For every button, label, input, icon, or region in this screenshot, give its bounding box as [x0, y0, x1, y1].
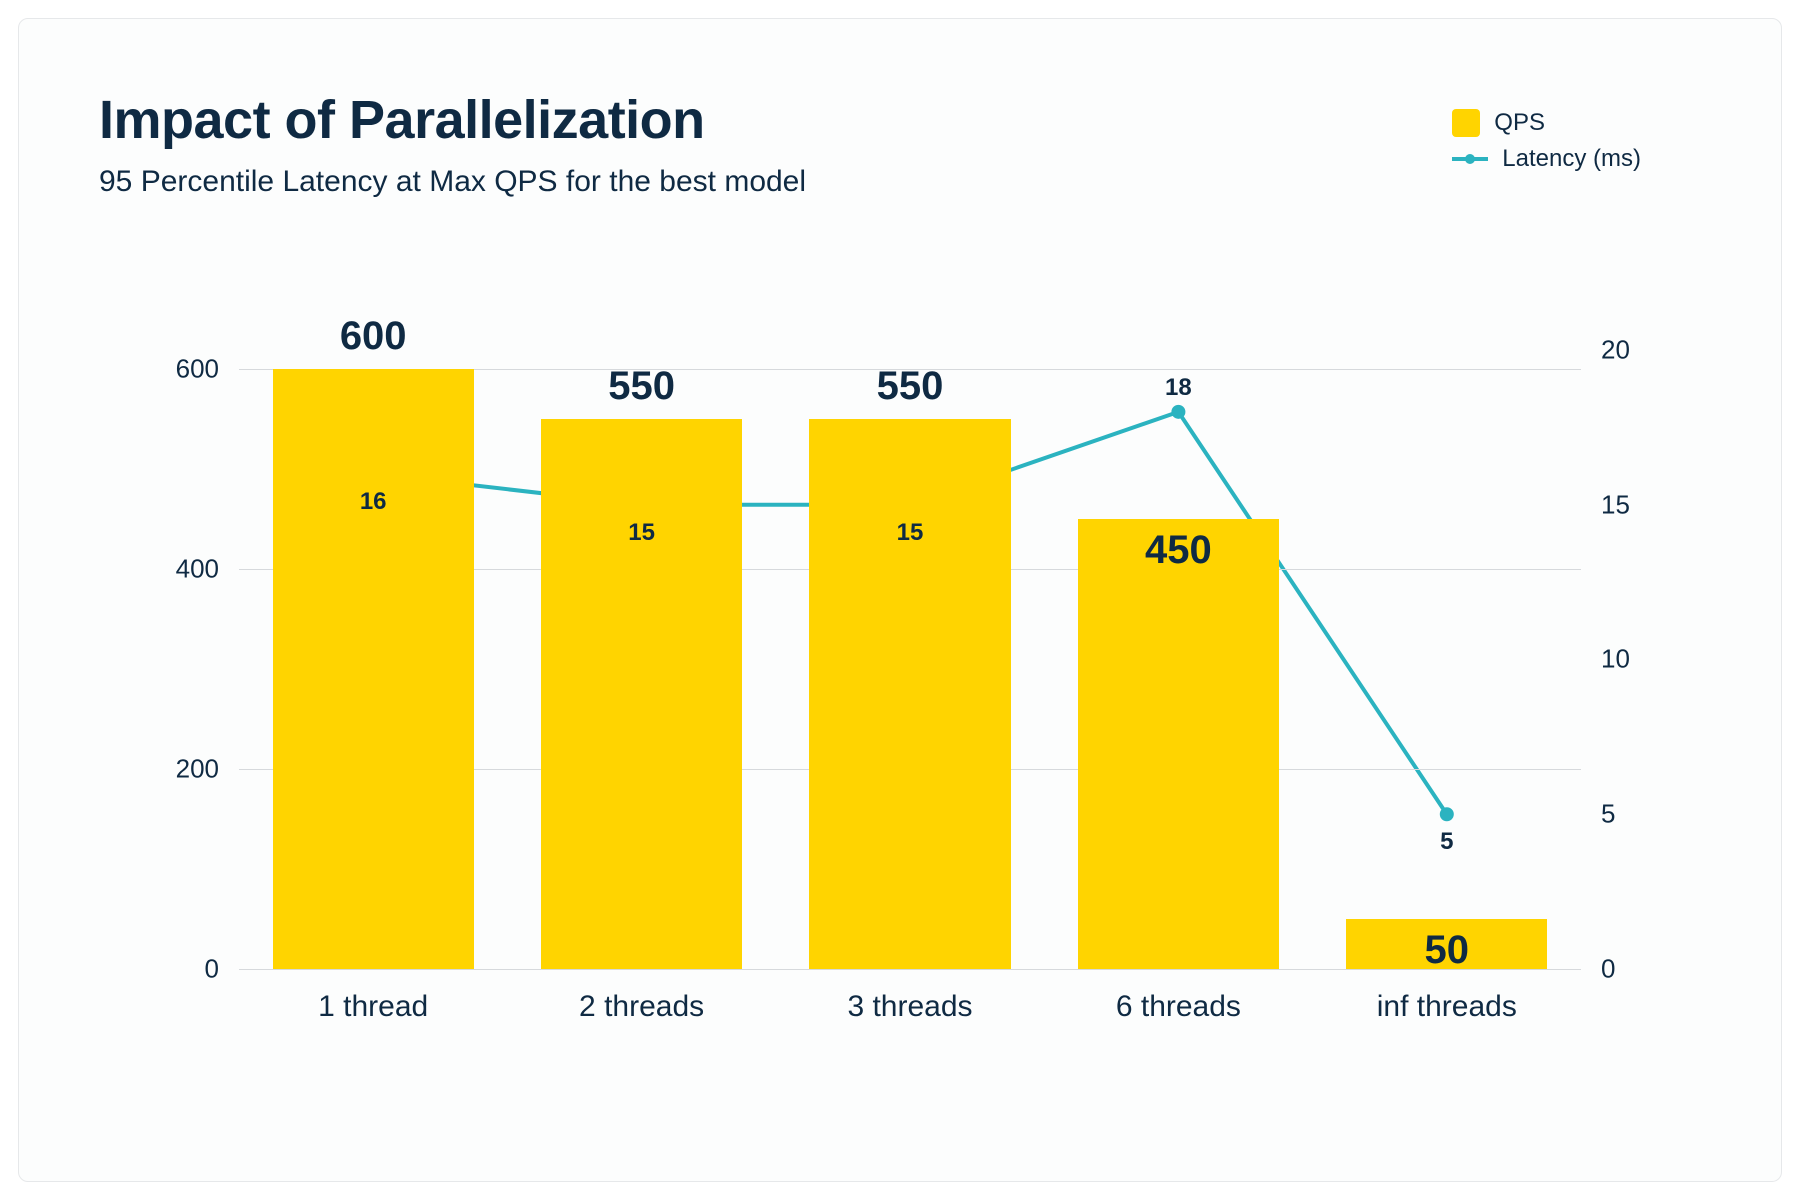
- x-category-label: 1 thread: [318, 990, 428, 1024]
- bar-value-label: 550: [877, 364, 944, 409]
- y-left-tick: 200: [109, 754, 219, 785]
- bar-value-label: 550: [608, 364, 675, 409]
- y-left-tick: 400: [109, 554, 219, 585]
- latency-value-label: 15: [628, 519, 655, 547]
- x-category-label: 6 threads: [1116, 990, 1241, 1024]
- bar-value-label: 50: [1425, 928, 1470, 973]
- x-category-label: 3 threads: [847, 990, 972, 1024]
- bar: [1078, 519, 1279, 969]
- y-right-tick: 10: [1601, 644, 1681, 675]
- x-category-label: 2 threads: [579, 990, 704, 1024]
- y-right-tick: 20: [1601, 334, 1681, 365]
- chart-card: Impact of Parallelization 95 Percentile …: [18, 18, 1782, 1182]
- bar: [809, 419, 1010, 969]
- bar: [273, 369, 474, 969]
- x-category-label: inf threads: [1377, 990, 1517, 1024]
- legend-item-latency: Latency (ms): [1452, 145, 1641, 173]
- latency-value-label: 15: [897, 519, 924, 547]
- plot-region: 0200400600051015201 thread6002 threads55…: [239, 319, 1581, 969]
- latency-value-label: 5: [1440, 828, 1453, 856]
- latency-value-label: 16: [360, 488, 387, 516]
- y-left-tick: 600: [109, 354, 219, 385]
- gridline: [239, 969, 1581, 970]
- chart-area: 0200400600051015201 thread6002 threads55…: [99, 269, 1701, 1049]
- bar-value-label: 600: [340, 314, 407, 359]
- bar: [541, 419, 742, 969]
- y-right-tick: 0: [1601, 954, 1681, 985]
- y-right-tick: 5: [1601, 799, 1681, 830]
- legend-label-qps: QPS: [1494, 109, 1545, 137]
- legend-item-qps: QPS: [1452, 109, 1641, 137]
- latency-point: [1440, 807, 1454, 821]
- y-left-tick: 0: [109, 954, 219, 985]
- latency-point: [1171, 405, 1185, 419]
- legend: QPS Latency (ms): [1452, 109, 1641, 181]
- legend-swatch-bar: [1452, 109, 1480, 137]
- y-right-tick: 15: [1601, 489, 1681, 520]
- legend-swatch-line: [1452, 157, 1488, 161]
- legend-label-latency: Latency (ms): [1502, 145, 1641, 173]
- latency-value-label: 18: [1165, 374, 1192, 402]
- bar-value-label: 450: [1145, 528, 1212, 573]
